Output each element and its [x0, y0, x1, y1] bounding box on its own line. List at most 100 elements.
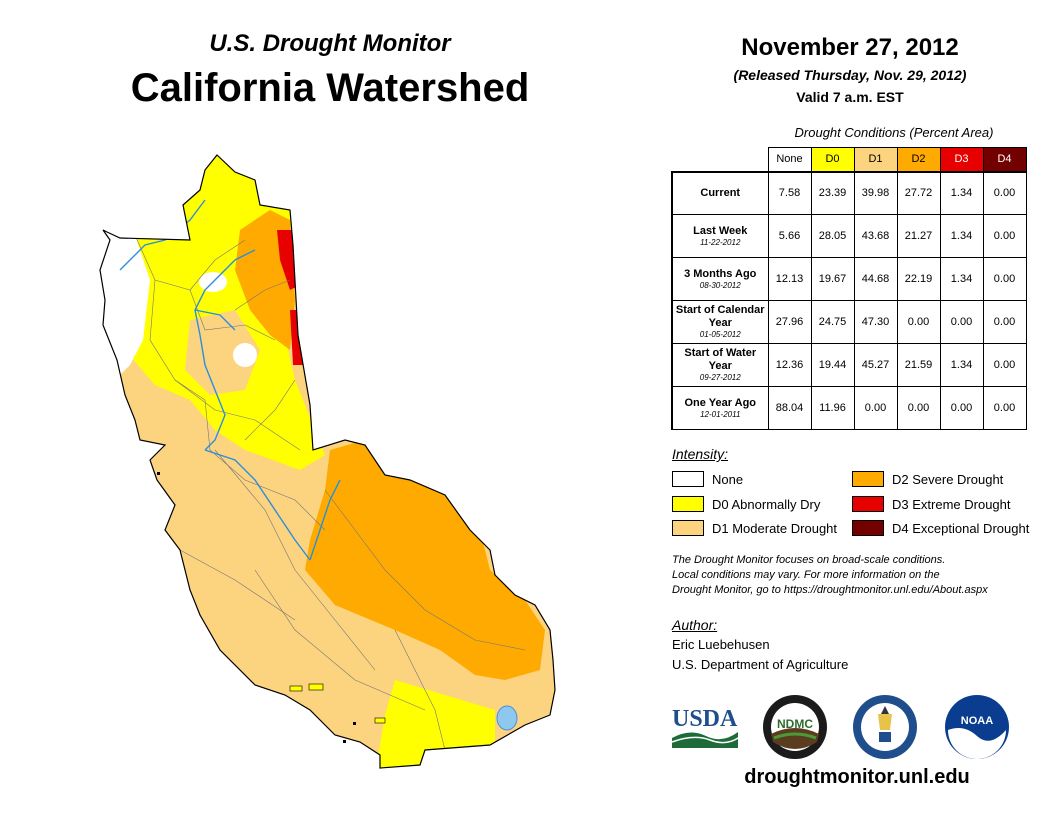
none-spot — [233, 343, 257, 367]
legend-swatch — [672, 471, 704, 487]
table-corner — [672, 148, 768, 172]
row-label: Last Week 11-22-2012 — [671, 214, 769, 258]
table-cell: 47.30 — [853, 300, 898, 344]
table-cell: 24.75 — [810, 300, 855, 344]
legend-label: D0 Abnormally Dry — [712, 496, 821, 512]
table-cell: 7.58 — [767, 170, 812, 215]
row-label-text: Start of Water Year — [684, 347, 757, 372]
row-label: Start of Water Year 09-27-2012 — [671, 343, 769, 387]
table-cell: 1.34 — [939, 257, 984, 301]
table-row: Current 7.58 23.39 39.98 27.72 1.34 0.00 — [671, 170, 1027, 215]
legend-swatch — [672, 496, 704, 512]
legend-swatch — [852, 471, 884, 487]
table-cell: 0.00 — [982, 343, 1027, 387]
legend-swatch — [672, 520, 704, 536]
table-cell: 12.36 — [767, 343, 812, 387]
row-label: 3 Months Ago 08-30-2012 — [671, 257, 769, 301]
table-cell: 19.67 — [810, 257, 855, 301]
commerce-logo — [853, 695, 917, 759]
table-cell: 21.27 — [896, 214, 941, 258]
table-cell: 12.13 — [767, 257, 812, 301]
legend-swatch — [852, 496, 884, 512]
row-label: Start of Calendar Year 01-05-2012 — [671, 300, 769, 344]
legend-item-d0: D0 Abnormally Dry — [672, 496, 820, 512]
row-label-text: Current — [700, 186, 741, 199]
channel-island — [374, 717, 386, 724]
row-label: One Year Ago 12-01-2011 — [671, 386, 769, 430]
note-line: The Drought Monitor focuses on broad-sca… — [672, 554, 946, 566]
row-date: 08-30-2012 — [699, 280, 741, 290]
channel-island — [343, 740, 346, 743]
farallon-island — [157, 472, 160, 475]
row-label-text: Start of Calendar Year — [675, 304, 765, 329]
table-cell: 5.66 — [767, 214, 812, 258]
release-date: (Released Thursday, Nov. 29, 2012) — [733, 67, 967, 83]
table-cell: 28.05 — [810, 214, 855, 258]
channel-island — [289, 685, 303, 692]
col-header-none: None — [767, 147, 812, 172]
noaa-logo: NOAA — [945, 695, 1009, 759]
legend-label: D1 Moderate Drought — [712, 520, 838, 536]
note-line: Drought Monitor, go to https://droughtmo… — [672, 584, 988, 596]
table-cell: 1.34 — [939, 170, 984, 215]
col-header-d4: D4 — [982, 147, 1027, 172]
website-url[interactable]: droughtmonitor.unl.edu — [744, 766, 970, 788]
noaa-logo-text: NOAA — [961, 715, 993, 727]
table-row: Start of Water Year 09-27-2012 12.36 19.44 4… — [671, 343, 1027, 387]
table-cell: 27.72 — [896, 170, 941, 215]
california-outline — [99, 154, 556, 769]
d1-valley-region — [185, 310, 260, 395]
table-cell: 21.59 — [896, 343, 941, 387]
table-row: Start of Calendar Year 01-05-2012 27.96 24.… — [671, 300, 1027, 344]
col-header-d0: D0 — [810, 147, 855, 172]
author-title: Author: — [672, 617, 718, 633]
row-date: 01-05-2012 — [699, 330, 741, 339]
row-date: 09-27-2012 — [699, 373, 741, 382]
legend-item-d1: D1 Moderate Drought — [672, 520, 837, 536]
table-cell: 88.04 — [767, 386, 812, 430]
row-date: 12-01-2011 — [700, 409, 741, 419]
legend-item-d2: D2 Severe Drought — [852, 471, 1003, 487]
table-cell: 0.00 — [853, 386, 898, 430]
channel-island — [353, 722, 356, 725]
table-cell: 0.00 — [982, 214, 1027, 258]
table-cell: 39.98 — [853, 170, 898, 215]
disclaimer-note: The Drought Monitor focuses on broad-sca… — [672, 553, 1042, 598]
table-cell: 23.39 — [810, 170, 855, 215]
table-cell: 0.00 — [982, 170, 1027, 215]
note-line: Local conditions may vary. For more info… — [672, 569, 940, 581]
legend-label: None — [712, 471, 744, 487]
table-cell: 44.68 — [853, 257, 898, 301]
table-row: One Year Ago 12-01-2011 88.04 11.96 0.00 0.00… — [671, 386, 1027, 430]
table-row: Last Week 11-22-2012 5.66 28.05 43.68 21.27 1.… — [671, 214, 1027, 258]
valid-time: Valid 7 a.m. EST — [796, 89, 904, 105]
legend-label: D4 Exceptional Drought — [892, 520, 1030, 536]
row-label-text: Last Week — [693, 224, 748, 237]
usda-logo: USDA — [671, 706, 739, 748]
legend-item-none: None — [672, 471, 743, 487]
author-name: Eric Luebehusen — [672, 637, 770, 652]
table-cell: 11.96 — [810, 386, 855, 430]
table-cell: 0.00 — [982, 257, 1027, 301]
d2-southeast-region — [305, 440, 545, 680]
table-cell: 43.68 — [853, 214, 898, 258]
ndmc-logo: NDMC — [763, 695, 827, 759]
row-label-text: 3 Months Ago — [684, 267, 757, 280]
table-cell: 0.00 — [982, 386, 1027, 430]
legend-label: D2 Severe Drought — [892, 471, 1004, 487]
row-label: Current — [671, 170, 769, 215]
col-header-d2: D2 — [896, 147, 941, 172]
legend-swatch — [852, 520, 884, 536]
conditions-caption: Drought Conditions (Percent Area) — [794, 125, 994, 140]
legend-item-d3: D3 Extreme Drought — [852, 496, 1011, 512]
row-label-text: One Year Ago — [684, 396, 757, 409]
usda-logo-text: USDA — [672, 706, 738, 732]
table-row: 3 Months Ago 08-30-2012 12.13 19.67 44.68 22.… — [671, 257, 1027, 301]
drought-conditions-table: None D0 D1 D2 D3 D4 Current 7.58 23.39 39.9… — [671, 147, 1027, 430]
col-header-d1: D1 — [853, 147, 898, 172]
map-date: November 27, 2012 — [741, 34, 959, 61]
rivers — [119, 199, 341, 561]
row-date: 11-22-2012 — [700, 237, 741, 247]
legend-label: D3 Extreme Drought — [892, 496, 1011, 512]
table-cell: 0.00 — [939, 300, 984, 344]
